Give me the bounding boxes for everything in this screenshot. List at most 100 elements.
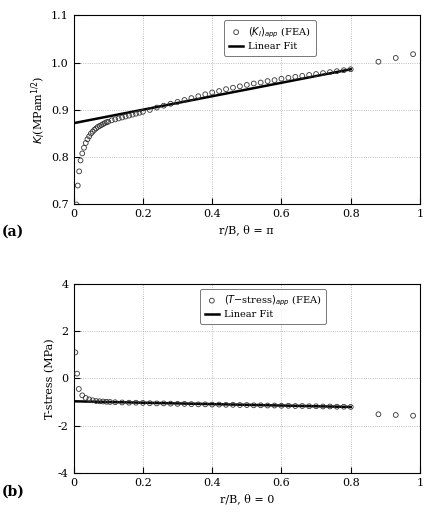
$(K_I)_{app}$ (FEA) bbox=[129, 111, 136, 119]
$(K_I)_{app}$ (FEA) bbox=[73, 200, 80, 209]
$(K_I)_{app}$ (FEA) bbox=[188, 94, 195, 102]
Text: (a): (a) bbox=[2, 225, 24, 239]
$(K_I)_{app}$ (FEA) bbox=[243, 81, 250, 89]
$(T\mathregular{-stress})_{app}$ (FEA) bbox=[375, 410, 382, 418]
$(K_I)_{app}$ (FEA) bbox=[313, 70, 320, 78]
$(T\mathregular{-stress})_{app}$ (FEA) bbox=[264, 401, 271, 410]
$(K_I)_{app}$ (FEA) bbox=[105, 118, 112, 126]
Line: Linear Fit: Linear Fit bbox=[74, 401, 351, 407]
$(K_I)_{app}$ (FEA) bbox=[76, 167, 83, 175]
$(K_I)_{app}$ (FEA) bbox=[223, 85, 229, 93]
$(K_I)_{app}$ (FEA) bbox=[278, 75, 285, 83]
$(K_I)_{app}$ (FEA) bbox=[77, 156, 84, 164]
$(K_I)_{app}$ (FEA) bbox=[236, 82, 243, 90]
$(T\mathregular{-stress})_{app}$ (FEA) bbox=[216, 400, 223, 409]
$(K_I)_{app}$ (FEA) bbox=[86, 132, 93, 140]
Linear Fit bbox=[71, 120, 76, 126]
$(K_I)_{app}$ (FEA) bbox=[79, 149, 86, 157]
$(K_I)_{app}$ (FEA) bbox=[93, 124, 100, 133]
X-axis label: r/B, θ = 0: r/B, θ = 0 bbox=[220, 493, 274, 504]
$(T\mathregular{-stress})_{app}$ (FEA) bbox=[79, 391, 86, 399]
$(K_I)_{app}$ (FEA) bbox=[195, 92, 202, 100]
$(K_I)_{app}$ (FEA) bbox=[119, 114, 126, 122]
$(K_I)_{app}$ (FEA) bbox=[146, 106, 153, 114]
$(T\mathregular{-stress})_{app}$ (FEA) bbox=[236, 401, 243, 409]
Y-axis label: T-stress (MPa): T-stress (MPa) bbox=[45, 338, 55, 419]
$(T\mathregular{-stress})_{app}$ (FEA) bbox=[209, 400, 216, 409]
$(T\mathregular{-stress})_{app}$ (FEA) bbox=[271, 401, 278, 410]
$(T\mathregular{-stress})_{app}$ (FEA) bbox=[292, 402, 299, 410]
$(T\mathregular{-stress})_{app}$ (FEA) bbox=[278, 401, 285, 410]
$(K_I)_{app}$ (FEA) bbox=[81, 143, 87, 152]
$(K_I)_{app}$ (FEA) bbox=[139, 108, 146, 116]
$(K_I)_{app}$ (FEA) bbox=[108, 116, 115, 124]
$(T\mathregular{-stress})_{app}$ (FEA) bbox=[74, 370, 81, 378]
$(T\mathregular{-stress})_{app}$ (FEA) bbox=[146, 399, 153, 407]
$(K_I)_{app}$ (FEA) bbox=[347, 65, 354, 74]
$(K_I)_{app}$ (FEA) bbox=[132, 109, 139, 118]
Text: (b): (b) bbox=[2, 485, 25, 499]
$(K_I)_{app}$ (FEA) bbox=[202, 90, 209, 99]
$(T\mathregular{-stress})_{app}$ (FEA) bbox=[181, 400, 188, 408]
$(K_I)_{app}$ (FEA) bbox=[84, 135, 91, 143]
$(T\mathregular{-stress})_{app}$ (FEA) bbox=[410, 412, 417, 420]
$(T\mathregular{-stress})_{app}$ (FEA) bbox=[257, 401, 264, 410]
$(K_I)_{app}$ (FEA) bbox=[82, 139, 89, 147]
$(T\mathregular{-stress})_{app}$ (FEA) bbox=[82, 394, 89, 402]
$(K_I)_{app}$ (FEA) bbox=[100, 120, 107, 128]
$(T\mathregular{-stress})_{app}$ (FEA) bbox=[285, 401, 292, 410]
$(K_I)_{app}$ (FEA) bbox=[181, 96, 188, 104]
Legend: $(K_I)_{app}$ (FEA), Linear Fit: $(K_I)_{app}$ (FEA), Linear Fit bbox=[224, 20, 316, 56]
$(T\mathregular{-stress})_{app}$ (FEA) bbox=[326, 402, 333, 411]
$(T\mathregular{-stress})_{app}$ (FEA) bbox=[103, 398, 110, 406]
$(T\mathregular{-stress})_{app}$ (FEA) bbox=[119, 398, 126, 407]
$(T\mathregular{-stress})_{app}$ (FEA) bbox=[160, 399, 167, 408]
X-axis label: r/B, θ = π: r/B, θ = π bbox=[220, 225, 274, 235]
$(T\mathregular{-stress})_{app}$ (FEA) bbox=[188, 400, 195, 408]
Y-axis label: $K_I$(MPam$^{1/2}$): $K_I$(MPam$^{1/2}$) bbox=[30, 76, 48, 144]
$(K_I)_{app}$ (FEA) bbox=[257, 79, 264, 87]
$(T\mathregular{-stress})_{app}$ (FEA) bbox=[75, 385, 82, 393]
Linear Fit bbox=[348, 404, 353, 410]
$(T\mathregular{-stress})_{app}$ (FEA) bbox=[340, 402, 347, 411]
Linear Fit bbox=[71, 398, 76, 405]
$(K_I)_{app}$ (FEA) bbox=[299, 72, 306, 80]
$(K_I)_{app}$ (FEA) bbox=[103, 118, 110, 126]
$(K_I)_{app}$ (FEA) bbox=[326, 68, 333, 76]
$(K_I)_{app}$ (FEA) bbox=[167, 100, 174, 108]
$(T\mathregular{-stress})_{app}$ (FEA) bbox=[112, 398, 119, 407]
$(K_I)_{app}$ (FEA) bbox=[136, 108, 143, 117]
$(K_I)_{app}$ (FEA) bbox=[96, 122, 103, 130]
$(T\mathregular{-stress})_{app}$ (FEA) bbox=[139, 399, 146, 407]
$(K_I)_{app}$ (FEA) bbox=[160, 102, 167, 110]
$(K_I)_{app}$ (FEA) bbox=[91, 126, 98, 134]
$(K_I)_{app}$ (FEA) bbox=[87, 130, 94, 138]
$(K_I)_{app}$ (FEA) bbox=[264, 77, 271, 85]
$(T\mathregular{-stress})_{app}$ (FEA) bbox=[107, 398, 113, 406]
$(T\mathregular{-stress})_{app}$ (FEA) bbox=[347, 403, 354, 411]
$(K_I)_{app}$ (FEA) bbox=[320, 69, 326, 77]
$(K_I)_{app}$ (FEA) bbox=[229, 84, 236, 92]
$(K_I)_{app}$ (FEA) bbox=[174, 98, 181, 106]
$(K_I)_{app}$ (FEA) bbox=[340, 66, 347, 75]
$(K_I)_{app}$ (FEA) bbox=[392, 54, 399, 62]
$(K_I)_{app}$ (FEA) bbox=[250, 79, 257, 87]
$(T\mathregular{-stress})_{app}$ (FEA) bbox=[202, 400, 209, 409]
Linear Fit bbox=[348, 66, 353, 72]
$(T\mathregular{-stress})_{app}$ (FEA) bbox=[96, 397, 103, 406]
$(T\mathregular{-stress})_{app}$ (FEA) bbox=[243, 401, 250, 409]
$(K_I)_{app}$ (FEA) bbox=[126, 112, 132, 120]
$(T\mathregular{-stress})_{app}$ (FEA) bbox=[72, 348, 79, 357]
$(K_I)_{app}$ (FEA) bbox=[333, 67, 340, 75]
$(T\mathregular{-stress})_{app}$ (FEA) bbox=[167, 399, 174, 408]
$(K_I)_{app}$ (FEA) bbox=[153, 103, 160, 112]
$(K_I)_{app}$ (FEA) bbox=[271, 76, 278, 84]
$(K_I)_{app}$ (FEA) bbox=[285, 74, 292, 82]
$(T\mathregular{-stress})_{app}$ (FEA) bbox=[229, 401, 236, 409]
$(T\mathregular{-stress})_{app}$ (FEA) bbox=[333, 402, 340, 411]
$(T\mathregular{-stress})_{app}$ (FEA) bbox=[174, 400, 181, 408]
$(K_I)_{app}$ (FEA) bbox=[94, 123, 101, 131]
$(K_I)_{app}$ (FEA) bbox=[122, 113, 129, 121]
Line: Linear Fit: Linear Fit bbox=[74, 69, 351, 123]
$(K_I)_{app}$ (FEA) bbox=[98, 121, 105, 129]
